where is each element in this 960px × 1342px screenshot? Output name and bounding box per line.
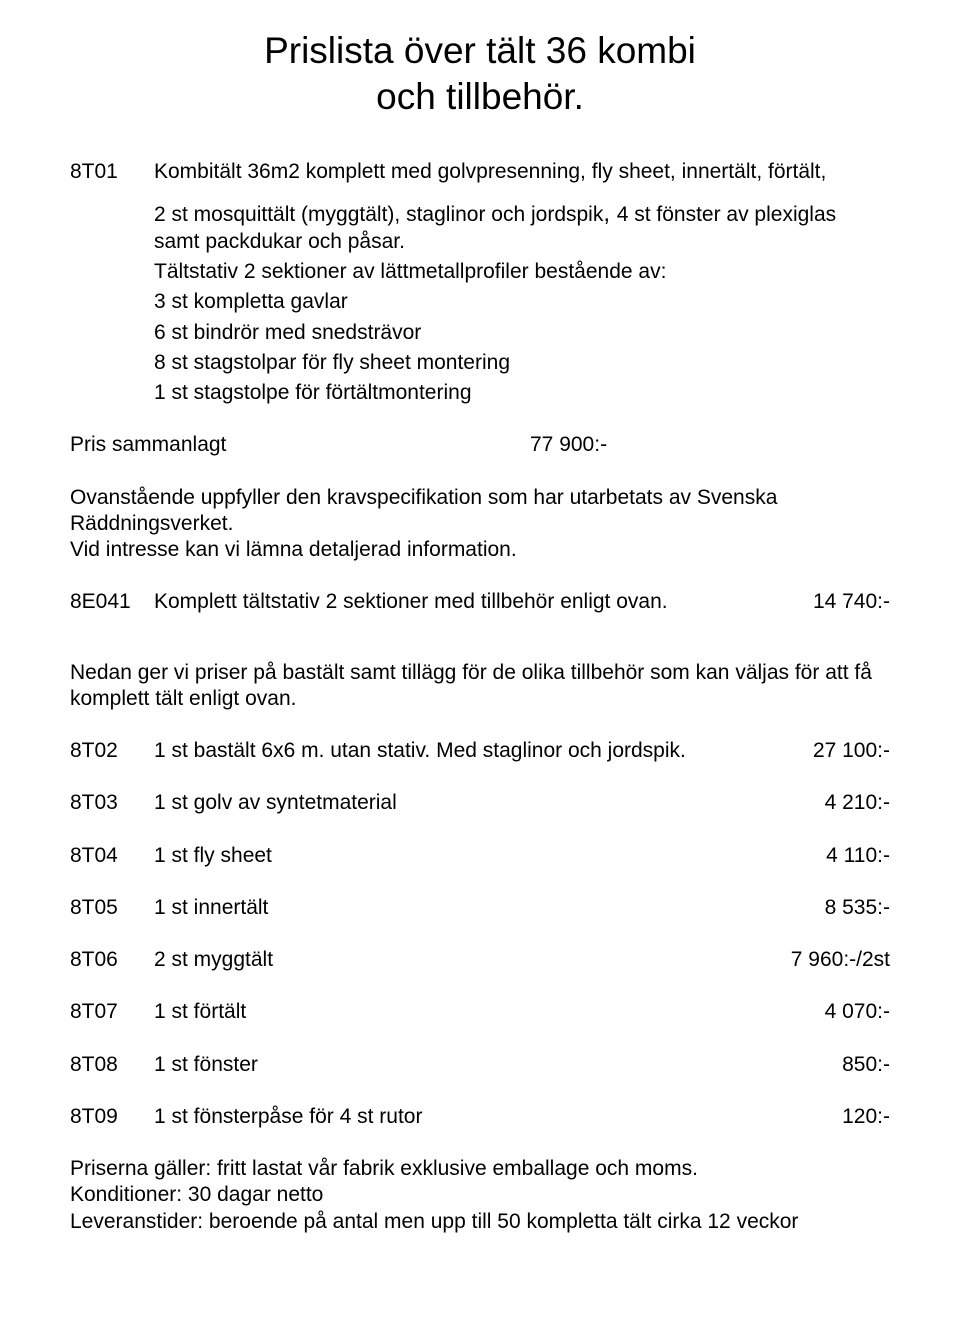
item-price: 4 070:-	[825, 999, 890, 1025]
item-price: 850:-	[842, 1052, 890, 1078]
price-row: 8T062 st myggtält7 960:-/2st	[70, 947, 890, 973]
item-code: 8T08	[70, 1052, 154, 1078]
title-line-2: och tillbehör.	[376, 76, 584, 117]
item-desc: 1 st golv av syntetmaterial	[154, 790, 825, 816]
item-code: 8T07	[70, 999, 154, 1025]
price-row: 8T021 st bastält 6x6 m. utan stativ. Med…	[70, 738, 890, 764]
note-1a: Ovanstående uppfyller den kravspecifikat…	[70, 485, 890, 538]
intro-bullet-2: 6 st bindrör med snedsträvor	[154, 320, 890, 346]
item-price: 27 100:-	[813, 738, 890, 764]
item-code: 8T04	[70, 843, 154, 869]
item-desc: 1 st innertält	[154, 895, 825, 921]
intro-block: 8T01 Kombitält 36m2 komplett med golvpre…	[70, 159, 890, 407]
intro-text-1: Kombitält 36m2 komplett med golvpresenni…	[154, 159, 890, 185]
intro-bullet-3: 8 st stagstolpar för fly sheet montering	[154, 350, 890, 376]
item-desc: 1 st fönster	[154, 1052, 842, 1078]
price-row: 8T041 st fly sheet4 110:-	[70, 843, 890, 869]
page-title: Prislista över tält 36 kombi och tillbeh…	[70, 28, 890, 121]
intro-code: 8T01	[70, 159, 154, 185]
footer-1: Priserna gäller: fritt lastat vår fabrik…	[70, 1156, 890, 1182]
item-code: 8T03	[70, 790, 154, 816]
sum-label: Pris sammanlagt	[70, 432, 226, 458]
item-desc: 2 st myggtält	[154, 947, 791, 973]
stativ-price: 14 740:-	[813, 589, 890, 615]
stativ-code: 8E041	[70, 589, 154, 615]
intro-bullet-4: 1 st stagstolpe för förtältmontering	[154, 380, 890, 406]
item-desc: 1 st fönsterpåse för 4 st rutor	[154, 1104, 842, 1130]
section-2-intro: Nedan ger vi priser på bastält samt till…	[70, 660, 890, 713]
footer-3: Leveranstider: beroende på antal men upp…	[70, 1209, 890, 1235]
note-block: Ovanstående uppfyller den kravspecifikat…	[70, 485, 890, 564]
price-row: 8T081 st fönster850:-	[70, 1052, 890, 1078]
item-code: 8T09	[70, 1104, 154, 1130]
sum-row: Pris sammanlagt 77 900:-	[70, 432, 890, 458]
item-code: 8T06	[70, 947, 154, 973]
items-list: 8T021 st bastält 6x6 m. utan stativ. Med…	[70, 738, 890, 1130]
intro-text-2: 2 st mosquittält (myggtält), staglinor o…	[154, 199, 890, 255]
stativ-row: 8E041 Komplett tältstativ 2 sektioner me…	[70, 589, 890, 615]
stativ-desc: Komplett tältstativ 2 sektioner med till…	[154, 589, 813, 615]
item-code: 8T02	[70, 738, 154, 764]
item-code: 8T05	[70, 895, 154, 921]
item-desc: 1 st förtält	[154, 999, 825, 1025]
intro-bullet-1: 3 st kompletta gavlar	[154, 289, 890, 315]
price-row: 8T071 st förtält4 070:-	[70, 999, 890, 1025]
price-row: 8T091 st fönsterpåse för 4 st rutor120:-	[70, 1104, 890, 1130]
item-price: 7 960:-/2st	[791, 947, 890, 973]
item-desc: 1 st bastält 6x6 m. utan stativ. Med sta…	[154, 738, 813, 764]
item-price: 8 535:-	[825, 895, 890, 921]
note-1b: Vid intresse kan vi lämna detaljerad inf…	[70, 537, 890, 563]
price-row: 8T031 st golv av syntetmaterial4 210:-	[70, 790, 890, 816]
item-price: 4 110:-	[826, 843, 890, 869]
item-price: 120:-	[842, 1104, 890, 1130]
document-page: Prislista över tält 36 kombi och tillbeh…	[0, 0, 960, 1342]
footer-block: Priserna gäller: fritt lastat vår fabrik…	[70, 1156, 890, 1235]
item-desc: 1 st fly sheet	[154, 843, 826, 869]
price-row: 8T051 st innertält8 535:-	[70, 895, 890, 921]
footer-2: Konditioner: 30 dagar netto	[70, 1182, 890, 1208]
item-price: 4 210:-	[825, 790, 890, 816]
sum-price: 77 900:-	[530, 432, 890, 458]
intro-text-3: Tältstativ 2 sektioner av lättmetallprof…	[154, 259, 890, 285]
title-line-1: Prislista över tält 36 kombi	[264, 30, 696, 71]
